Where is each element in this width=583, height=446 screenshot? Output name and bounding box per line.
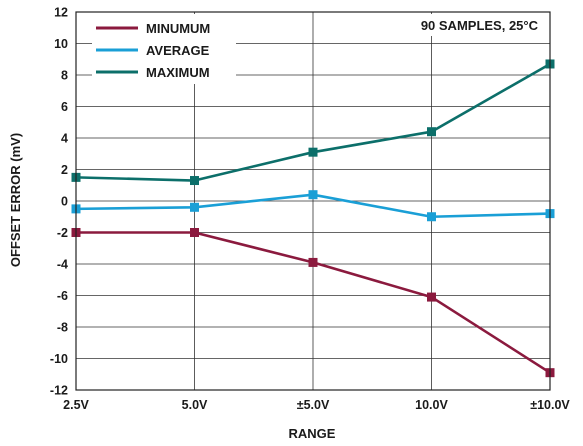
y-tick-label: -10 <box>50 352 68 366</box>
data-point-average <box>427 212 436 222</box>
data-point-maximum <box>427 127 436 137</box>
legend-label: MINUMUM <box>146 21 210 36</box>
y-tick-label: 4 <box>61 132 68 146</box>
data-point-minumum <box>308 257 318 267</box>
x-axis-title: RANGE <box>289 426 336 441</box>
data-point-maximum <box>308 147 318 157</box>
x-tick-label: 5.0V <box>182 398 208 412</box>
annotation-background <box>385 14 545 36</box>
y-tick-label: -6 <box>57 289 68 303</box>
data-point-average <box>308 190 318 200</box>
x-tick-label: 2.5V <box>63 398 89 412</box>
x-tick-label: 10.0V <box>415 398 448 412</box>
legend-label: AVERAGE <box>146 43 210 58</box>
data-point-average <box>190 202 199 212</box>
y-tick-labels: 12 10 8 6 4 2 0 -2 -4 -6 -8 -10 -12 <box>50 6 68 398</box>
y-tick-label: 8 <box>61 69 68 83</box>
annotation-text: 90 SAMPLES, 25°C <box>421 18 539 33</box>
y-tick-label: -2 <box>57 226 68 240</box>
x-tick-labels: 2.5V 5.0V ±5.0V 10.0V ±10.0V <box>63 398 570 412</box>
y-tick-label: 6 <box>61 100 68 114</box>
y-tick-label: -4 <box>57 258 68 272</box>
y-tick-label: 0 <box>61 195 68 209</box>
plot-frame <box>75 11 551 391</box>
y-tick-label: 10 <box>54 37 68 51</box>
y-tick-label: -8 <box>57 321 68 335</box>
y-tick-label: 2 <box>61 163 68 177</box>
x-tick-label: ±10.0V <box>530 398 570 412</box>
y-tick-label: -12 <box>50 384 68 398</box>
y-axis-title: OFFSET ERROR (mV) <box>8 133 23 267</box>
y-tick-label: 12 <box>54 6 68 20</box>
data-point-minumum <box>190 228 199 237</box>
legend-label: MAXIMUM <box>146 65 210 80</box>
data-point-maximum <box>190 176 199 186</box>
legend: MINUMUM AVERAGE MAXIMUM <box>96 21 210 80</box>
data-point-minumum <box>427 292 436 302</box>
x-tick-label: ±5.0V <box>297 398 330 412</box>
